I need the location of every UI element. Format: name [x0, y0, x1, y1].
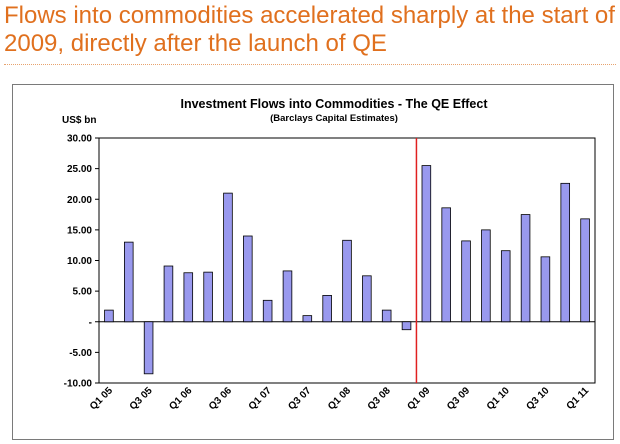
- bar: [282, 270, 293, 323]
- x-tick-label: Q3 07: [286, 385, 313, 412]
- bar: [461, 240, 471, 323]
- bar: [520, 214, 531, 323]
- bar: [143, 321, 154, 375]
- bar: [104, 309, 114, 323]
- y-tick-label: 25.00: [67, 164, 92, 175]
- x-tick-label: Q1 05: [88, 385, 115, 412]
- y-tick-label: 15.00: [67, 225, 92, 236]
- y-tick-label: 30.00: [67, 134, 92, 145]
- plot-area: 30.00 25.00 20.00 15.00 10.00 5.00 - -5.00 -10.0…: [64, 134, 596, 412]
- chart-frame: Investment Flows into Commodities - The …: [12, 84, 614, 440]
- y-tick-label: 5.00: [73, 287, 93, 298]
- bar: [342, 239, 352, 323]
- bar: [262, 299, 273, 323]
- bar: [302, 315, 313, 323]
- y-tick-label: -: [89, 317, 92, 328]
- chart-title: Investment Flows into Commodities - The …: [181, 97, 489, 111]
- bar: [481, 229, 491, 323]
- bar: [580, 218, 590, 323]
- bar: [123, 241, 134, 323]
- bar: [322, 295, 332, 323]
- y-tick-label: -5.00: [69, 348, 92, 359]
- y-axis-label: US$ bn: [62, 115, 96, 126]
- bar: [401, 321, 412, 331]
- bar: [381, 309, 392, 323]
- investment-flows-chart: Investment Flows into Commodities - The …: [62, 97, 596, 412]
- bar: [203, 271, 213, 323]
- bar: [163, 265, 174, 323]
- y-tick-label: 10.00: [67, 256, 92, 267]
- bar: [500, 250, 511, 323]
- chart-subtitle: (Barclays Capital Estimates): [270, 113, 398, 124]
- x-tick-label: Q1 07: [247, 385, 274, 412]
- y-tick-label: -10.00: [64, 379, 93, 390]
- slide-headline: Flows into commodities accelerated sharp…: [4, 2, 615, 57]
- x-tick-label: Q3 08: [366, 385, 393, 412]
- x-tick-label: Q1 09: [405, 385, 432, 412]
- bar: [441, 207, 451, 323]
- x-tick-label: Q3 09: [445, 385, 472, 412]
- x-tick-label: Q1 08: [326, 385, 353, 412]
- x-tick-label: Q1 10: [485, 385, 512, 412]
- x-tick-label: Q3 05: [128, 385, 155, 412]
- bar: [183, 272, 194, 323]
- bar: [560, 182, 571, 323]
- bar: [243, 235, 253, 323]
- x-tick-label: Q1 06: [167, 385, 194, 412]
- bar: [223, 192, 233, 323]
- x-tick-label: Q3 10: [524, 385, 551, 412]
- headline-divider: [4, 64, 616, 65]
- x-tick-label: Q3 06: [207, 385, 234, 412]
- bar: [540, 256, 551, 323]
- x-tick-label: Q1 11: [565, 385, 592, 412]
- y-tick-label: 20.00: [67, 195, 92, 206]
- bar: [421, 165, 432, 323]
- bar: [362, 275, 372, 323]
